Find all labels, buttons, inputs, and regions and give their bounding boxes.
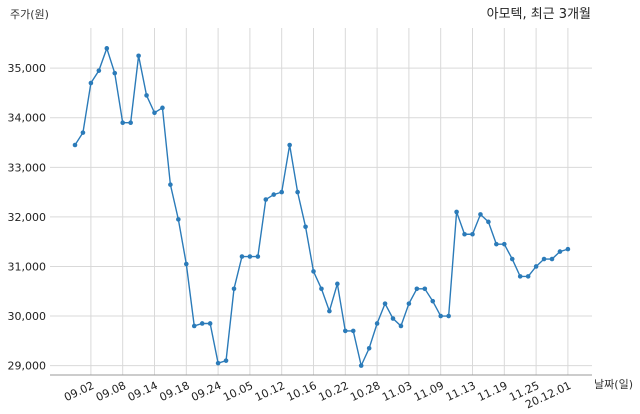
data-point: [88, 80, 94, 86]
y-axis-label: 주가(원): [10, 8, 49, 21]
x-tick-label: 11.09: [412, 379, 446, 404]
data-point: [509, 256, 515, 262]
data-point: [541, 256, 547, 262]
data-point: [565, 246, 571, 252]
data-point: [223, 358, 229, 363]
series-group: [72, 46, 571, 368]
data-point: [271, 192, 277, 197]
y-tick-label: 33,000: [8, 161, 47, 174]
x-tick-label: 10.16: [285, 379, 319, 404]
data-point: [470, 231, 475, 237]
data-point: [430, 298, 436, 304]
x-tick-label: 11.13: [444, 379, 478, 404]
y-tick-labels: 29,000 30,000 31,000 32,000 33,000 34,000 35,0…: [8, 62, 47, 372]
data-point: [112, 70, 118, 76]
x-tick-label: 09.02: [62, 379, 96, 404]
data-point: [517, 274, 523, 279]
data-point: [525, 274, 531, 279]
data-point: [311, 269, 316, 274]
x-tick-labels: 09.0209.0809.1409.1809.2410.0510.1210.16…: [62, 379, 573, 411]
y-tick-label: 34,000: [8, 112, 47, 125]
x-tick-label: 09.18: [158, 379, 192, 404]
data-point: [446, 313, 451, 319]
data-point: [144, 93, 149, 98]
x-tick-label: 10.28: [348, 379, 382, 404]
grid: [50, 28, 592, 376]
data-point: [335, 281, 340, 287]
data-point: [199, 321, 205, 326]
data-point: [319, 286, 324, 292]
x-tick-label: 09.14: [126, 379, 160, 404]
y-tick-label: 29,000: [8, 360, 47, 373]
data-point: [462, 231, 467, 237]
data-point: [343, 328, 348, 334]
data-point: [533, 264, 539, 269]
data-point: [478, 212, 483, 217]
data-point: [454, 209, 459, 215]
data-point: [287, 142, 292, 148]
data-point: [327, 308, 332, 314]
data-point: [239, 254, 245, 259]
data-point: [207, 321, 213, 326]
data-point: [247, 254, 253, 259]
data-point: [557, 249, 563, 254]
x-axis-label: 날짜(일): [594, 377, 633, 391]
x-tick-label: 11.19: [476, 379, 510, 404]
data-point: [152, 110, 157, 116]
data-point: [398, 323, 404, 329]
data-point: [80, 130, 86, 135]
data-point: [502, 241, 507, 247]
data-point: [176, 217, 181, 222]
data-point: [414, 286, 420, 292]
data-point: [422, 286, 428, 292]
y-tick-label: 35,000: [8, 62, 47, 75]
data-point: [494, 241, 499, 247]
y-tick-label: 31,000: [8, 260, 47, 273]
data-point: [96, 68, 102, 73]
data-point: [390, 316, 396, 321]
x-tick-label: 11.03: [380, 379, 414, 404]
chart-title: 아모텍, 최근 3개월: [487, 7, 591, 22]
data-point: [350, 328, 356, 334]
data-point: [72, 142, 78, 148]
data-point: [358, 363, 364, 368]
data-point: [549, 256, 555, 262]
data-point: [295, 189, 300, 195]
data-point: [406, 301, 412, 306]
data-point: [168, 182, 173, 187]
data-point: [263, 197, 269, 202]
data-point: [160, 105, 165, 111]
x-tick-label: 10.22: [317, 379, 351, 404]
data-point: [184, 261, 189, 267]
x-tick-label: 09.24: [189, 379, 223, 404]
x-tick-label: 10.05: [221, 379, 255, 404]
data-point: [374, 321, 380, 326]
y-tick-label: 30,000: [8, 310, 47, 323]
y-tick-label: 32,000: [8, 211, 47, 224]
data-point: [231, 286, 237, 292]
data-point: [255, 254, 261, 259]
data-point: [136, 53, 141, 59]
data-point: [104, 46, 110, 51]
data-point: [215, 360, 221, 366]
data-point: [120, 120, 125, 125]
series-line: [74, 46, 569, 368]
data-point: [486, 219, 491, 225]
x-tick-label: 09.08: [94, 379, 128, 404]
data-point: [303, 224, 308, 230]
x-tick-label: 10.12: [253, 379, 287, 404]
data-point: [438, 313, 444, 319]
data-point: [191, 323, 197, 329]
data-point: [279, 189, 285, 195]
data-point: [382, 301, 388, 306]
data-point: [366, 345, 372, 351]
data-point: [128, 120, 133, 125]
